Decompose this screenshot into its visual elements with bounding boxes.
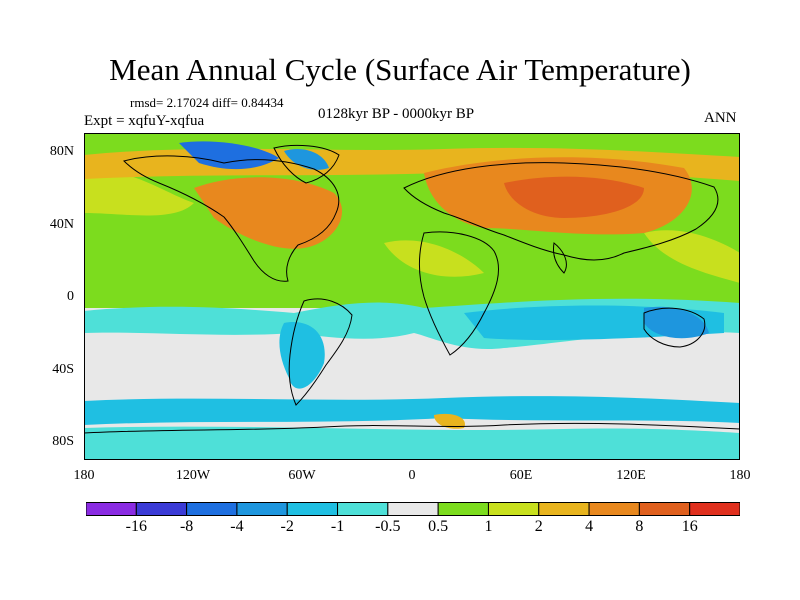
colorbar-label: 0.5	[428, 518, 449, 535]
coast-greenland	[273, 144, 340, 184]
colorbar-box	[538, 502, 590, 516]
y-tick-0: 0	[67, 289, 74, 304]
canada-cold	[284, 148, 329, 170]
antarctic-warm-spot	[434, 413, 465, 429]
coast-australia	[643, 307, 706, 348]
colorbar-label: -2	[280, 518, 294, 535]
x-tick-60e: 60E	[509, 468, 533, 483]
colorbar-box	[387, 502, 439, 516]
map-frame	[84, 133, 740, 460]
x-tick-180w: 180	[73, 468, 95, 483]
colorbar-label: 4	[585, 518, 594, 535]
colorbar-label: 16	[681, 518, 698, 535]
colorbar-label: -16	[125, 518, 147, 535]
colorbar-box	[286, 502, 339, 516]
namerica-warm	[194, 177, 343, 249]
experiment-label: Expt = xqfuY-xqfua	[84, 113, 205, 129]
colorbar-box	[337, 502, 389, 516]
chart-title: Mean Annual Cycle (Surface Air Temperatu…	[109, 52, 691, 87]
x-tick-180e: 180	[729, 468, 751, 483]
coast-india	[553, 242, 567, 274]
x-tick-0: 0	[408, 468, 416, 483]
coastlines	[84, 144, 740, 434]
x-tick-60w: 60W	[288, 468, 316, 483]
colorbar-label: -0.5	[375, 518, 401, 535]
coast-antarctica	[84, 422, 740, 434]
eurasia-warm-inner	[504, 176, 644, 218]
yellow-patch-nafrica	[384, 240, 484, 277]
yellow-patch-atlantic	[84, 170, 194, 216]
x-tick-120e: 120E	[616, 468, 646, 483]
colorbar-box	[135, 502, 188, 516]
period-label: 0128kyr BP - 0000kyr BP	[318, 106, 475, 122]
colorbar-box	[487, 502, 540, 516]
colorbar-label: 2	[534, 518, 543, 535]
colorbar-box	[186, 502, 238, 516]
colorbar-box	[437, 502, 489, 516]
colorbar-label: 8	[635, 518, 644, 535]
y-tick-80n: 80N	[49, 144, 74, 159]
y-tick-40n: 40N	[49, 217, 74, 232]
samerica-cool	[279, 322, 325, 389]
y-tick-40s: 40S	[52, 362, 74, 377]
australia-cool	[644, 306, 709, 339]
greenland-cold	[179, 141, 279, 170]
coast-north-america	[123, 155, 340, 282]
colorbar-label: -1	[330, 518, 345, 535]
colorbar-box	[86, 502, 137, 516]
coast-eurasia	[403, 162, 719, 261]
coast-africa	[419, 231, 500, 356]
colorbar-label: -8	[179, 518, 194, 535]
colorbar-box	[588, 502, 640, 516]
season-label: ANN	[704, 110, 737, 126]
x-tick-120w: 120W	[175, 468, 211, 483]
colorbar-box	[236, 502, 288, 516]
coast-south-america	[288, 298, 353, 406]
colorbar	[86, 502, 740, 516]
colorbar-box	[638, 502, 691, 516]
y-tick-80s: 80S	[52, 434, 74, 449]
temperature-anomaly-map	[84, 133, 740, 460]
yellow-patch-pacific	[644, 230, 740, 283]
antarctic-band-1	[84, 396, 740, 425]
antarctic-band-2	[84, 426, 740, 460]
rmsd-diff-stats: rmsd= 2.17024 diff= 0.84434	[130, 95, 284, 110]
colorbar-label: 1	[484, 518, 493, 535]
colorbar-box	[689, 502, 740, 516]
colorbar-label: -4	[230, 518, 244, 535]
